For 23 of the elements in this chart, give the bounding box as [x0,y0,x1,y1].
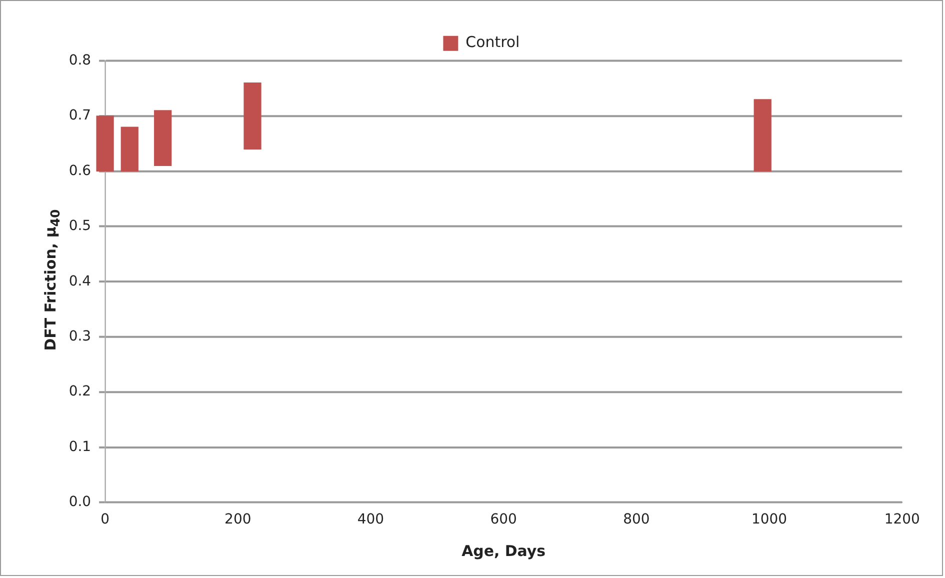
bar [754,99,772,172]
y-tick-label: 0.4 [68,273,92,290]
x-tick-label: 800 [623,511,650,528]
y-tick-label: 0.7 [68,108,92,124]
bar [244,82,262,150]
y-tick-label: 0.0 [68,494,92,510]
y-tick-label: 0.2 [68,384,92,400]
y-tick-label: 0.6 [68,162,92,179]
x-tick-label: 400 [357,511,384,528]
y-tick-label: 0.1 [68,438,92,455]
x-tick-label: 0 [100,511,110,528]
bar [96,116,114,172]
y-tick-label: 0.8 [68,52,92,68]
bar [154,110,172,166]
legend-label: Control [466,33,520,52]
x-tick-label: 1000 [751,511,788,528]
x-axis-title: Age, Days [462,542,546,560]
x-tick-label: 1200 [884,511,920,528]
y-tick-label: 0.5 [68,218,92,234]
x-tick-label: 200 [224,511,252,528]
x-tick-label: 600 [490,511,517,528]
y-tick-label: 0.3 [68,328,92,344]
bar [120,126,138,172]
